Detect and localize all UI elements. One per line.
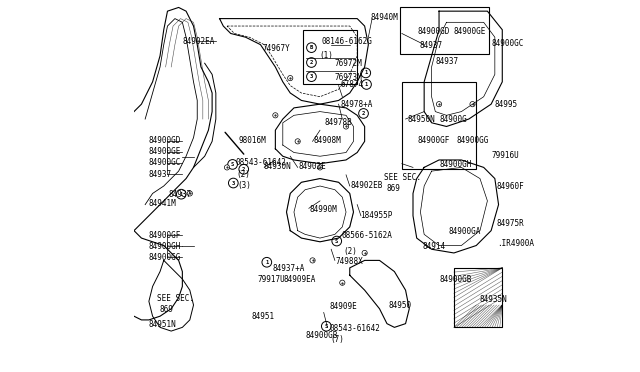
Text: S: S — [324, 324, 328, 329]
Text: 79916U: 79916U — [492, 151, 520, 160]
Text: 74988X: 74988X — [336, 257, 364, 266]
Text: 84935N: 84935N — [480, 295, 508, 304]
Text: 84990M: 84990M — [310, 205, 337, 214]
Circle shape — [287, 76, 293, 81]
Text: 84909EA: 84909EA — [284, 275, 316, 284]
Text: 84909E: 84909E — [330, 302, 357, 311]
Text: 08566-5162A: 08566-5162A — [342, 231, 392, 240]
Text: 84900GB: 84900GB — [440, 275, 472, 284]
Text: 3: 3 — [232, 180, 235, 186]
Circle shape — [187, 191, 193, 196]
Text: 98016M: 98016M — [239, 136, 267, 145]
Text: 74967Y: 74967Y — [262, 44, 290, 53]
Text: 84902E: 84902E — [299, 162, 326, 171]
Text: 08543-61642: 08543-61642 — [330, 324, 380, 333]
Circle shape — [295, 139, 300, 144]
Circle shape — [340, 280, 345, 285]
Bar — [400, 7, 489, 54]
Text: S: S — [335, 238, 339, 244]
Text: 84975R: 84975R — [497, 219, 524, 228]
Text: (1): (1) — [319, 51, 333, 60]
Text: 08543-61642: 08543-61642 — [235, 158, 286, 167]
Text: 84900GF: 84900GF — [417, 136, 450, 145]
Text: 869: 869 — [159, 305, 173, 314]
Text: 84937+A: 84937+A — [273, 264, 305, 273]
Text: 869: 869 — [386, 185, 400, 193]
Text: 84978B: 84978B — [324, 118, 352, 126]
Text: 84937: 84937 — [435, 57, 458, 66]
Text: .IR4900A: .IR4900A — [497, 239, 534, 248]
Text: 2: 2 — [362, 111, 365, 116]
Text: 84900GE: 84900GE — [453, 27, 486, 36]
Text: 84900GH: 84900GH — [148, 242, 180, 251]
Text: 84900GH: 84900GH — [440, 160, 472, 169]
Bar — [454, 268, 502, 327]
Circle shape — [436, 102, 442, 107]
Text: SEE SEC.: SEE SEC. — [157, 294, 195, 303]
Text: 2: 2 — [242, 167, 245, 172]
Circle shape — [344, 124, 349, 129]
Bar — [303, 30, 357, 84]
Text: 84900GA: 84900GA — [449, 227, 481, 236]
Text: 84900GD: 84900GD — [148, 136, 180, 145]
Text: 84914: 84914 — [422, 242, 445, 251]
Text: 84900GG: 84900GG — [148, 253, 180, 262]
Text: 84995: 84995 — [495, 100, 518, 109]
Text: 67874: 67874 — [340, 80, 364, 89]
Text: 84941M: 84941M — [148, 199, 176, 208]
Text: (2): (2) — [343, 247, 357, 256]
Text: 84900GE: 84900GE — [148, 147, 180, 156]
Circle shape — [273, 113, 278, 118]
Text: B: B — [310, 45, 313, 50]
Text: 84937: 84937 — [168, 190, 192, 199]
Text: 84900GB: 84900GB — [305, 331, 337, 340]
Circle shape — [317, 165, 323, 170]
Bar — [402, 82, 476, 169]
Text: 76973M: 76973M — [334, 73, 362, 81]
Text: 84900GF: 84900GF — [148, 231, 180, 240]
Text: SEE SEC.: SEE SEC. — [384, 173, 421, 182]
Text: 1: 1 — [180, 192, 183, 197]
Text: 84937: 84937 — [420, 41, 443, 50]
Text: 84900GC: 84900GC — [491, 39, 524, 48]
Circle shape — [310, 258, 315, 263]
Circle shape — [470, 102, 475, 107]
Text: 84937: 84937 — [148, 170, 172, 179]
Text: 84951: 84951 — [251, 312, 275, 321]
Text: 79917U: 79917U — [257, 275, 285, 284]
Circle shape — [362, 250, 367, 256]
Text: 84950: 84950 — [389, 301, 412, 310]
Text: 84951N: 84951N — [148, 320, 176, 329]
Text: 84960F: 84960F — [497, 182, 524, 191]
Text: 84908M: 84908M — [314, 136, 341, 145]
Text: 84930N: 84930N — [264, 162, 291, 171]
Text: 76972M: 76972M — [334, 59, 362, 68]
Text: 1: 1 — [265, 260, 268, 265]
Circle shape — [225, 165, 230, 170]
Text: (2): (2) — [236, 170, 250, 179]
Text: 84902EA: 84902EA — [182, 37, 215, 46]
Text: 84900GC: 84900GC — [148, 158, 180, 167]
Text: 84950N: 84950N — [407, 115, 435, 124]
Text: 84900G: 84900G — [439, 115, 467, 124]
Text: 84900GG: 84900GG — [456, 136, 488, 145]
Text: 2: 2 — [310, 60, 313, 65]
Text: (7): (7) — [330, 335, 344, 344]
Text: 1: 1 — [365, 82, 368, 87]
Text: 84940M: 84940M — [370, 13, 398, 22]
Text: 84902EB: 84902EB — [351, 181, 383, 190]
Text: 84900GD: 84900GD — [418, 27, 450, 36]
Text: 3: 3 — [310, 74, 313, 79]
Text: S: S — [231, 162, 234, 167]
Text: 08146-6162G: 08146-6162G — [321, 37, 372, 46]
Text: 184955P: 184955P — [360, 211, 392, 219]
Text: (3): (3) — [237, 181, 252, 190]
Text: 1: 1 — [364, 70, 367, 76]
Text: 84978+A: 84978+A — [340, 100, 373, 109]
